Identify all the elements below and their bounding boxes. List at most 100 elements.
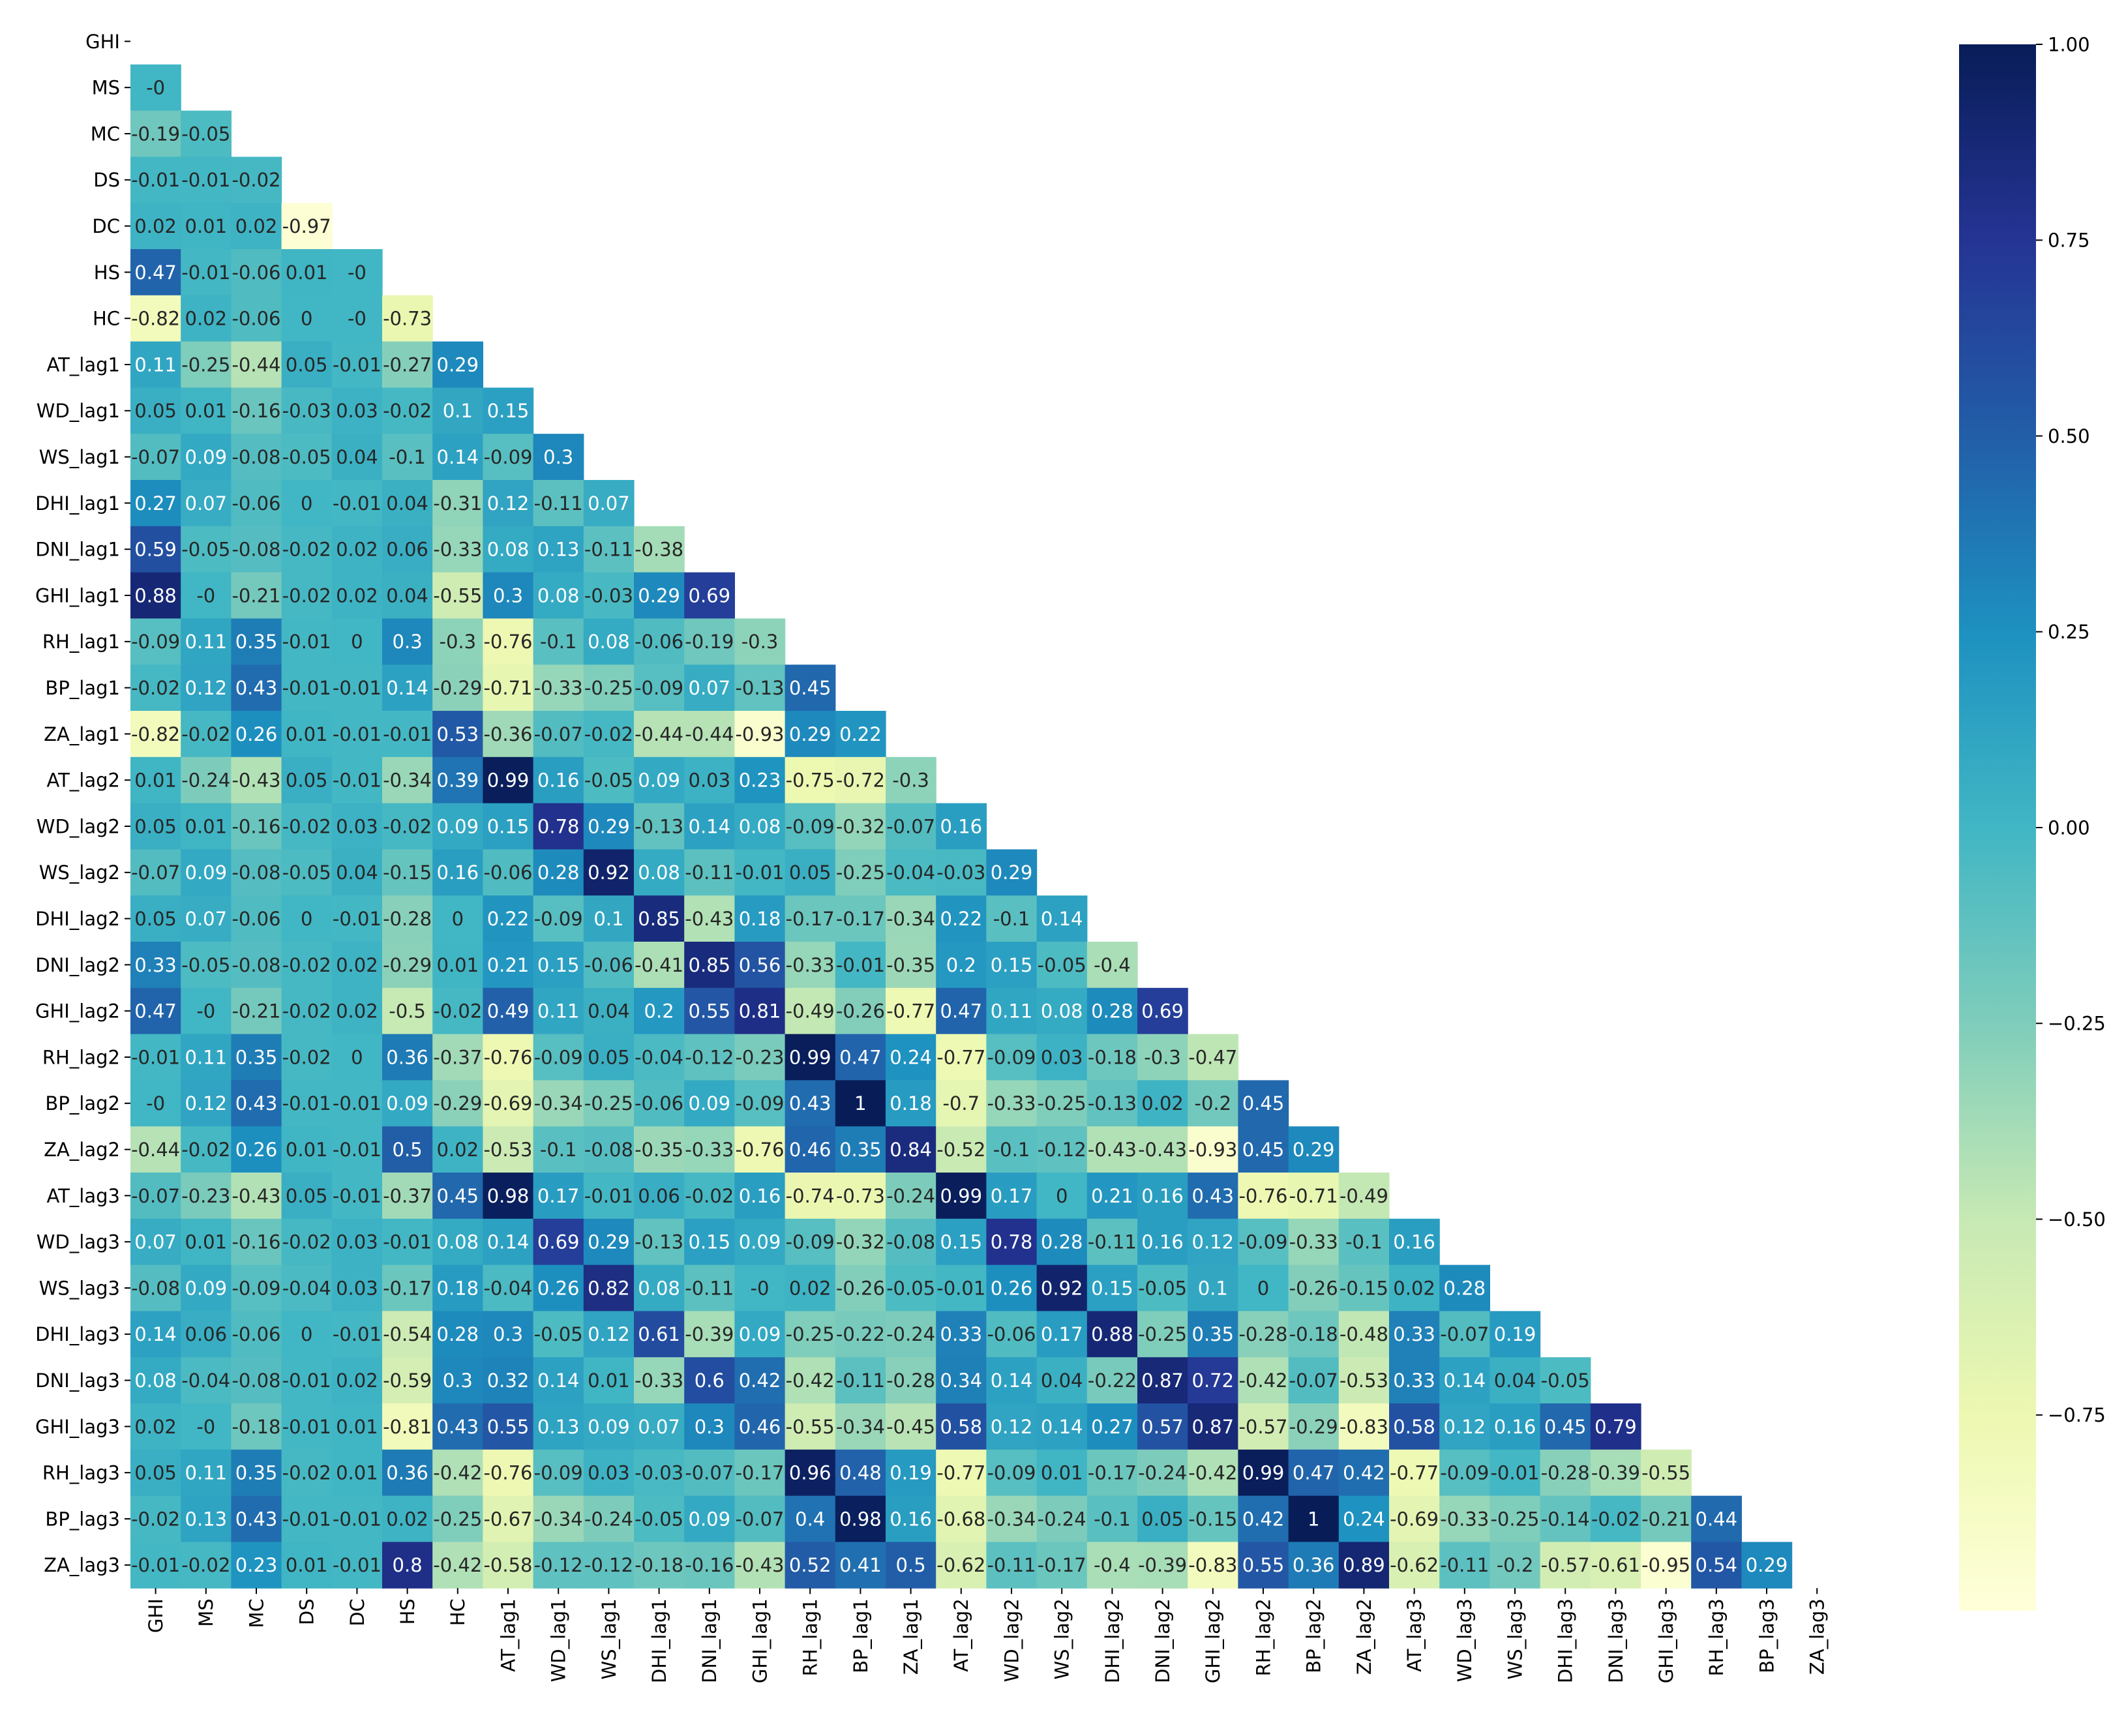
- heatmap-cell: [785, 1080, 836, 1127]
- cell-value-label: -0.05: [181, 123, 230, 145]
- heatmap-cell: [382, 803, 433, 850]
- heatmap-cell: [231, 711, 282, 758]
- heatmap-cell: [1238, 1449, 1289, 1497]
- heatmap-cell: [583, 1034, 635, 1081]
- cell-value-label: 0.14: [537, 1369, 580, 1392]
- heatmap-cell: [1238, 1495, 1289, 1542]
- cell-value-label: -0.83: [1340, 1416, 1388, 1438]
- heatmap-cell: [583, 572, 635, 619]
- cell-value-label: -0.42: [433, 1462, 482, 1484]
- cell-value-label: 0.96: [789, 1462, 831, 1484]
- heatmap-cell: [1188, 1311, 1238, 1358]
- cell-value-label: -0.62: [1390, 1554, 1439, 1576]
- cell-value-label: -0.25: [1038, 1092, 1086, 1115]
- heatmap-cell: [533, 480, 584, 527]
- cell-value-label: 0.02: [1393, 1277, 1435, 1299]
- cell-value-label: 0.3: [493, 584, 523, 606]
- heatmap-cell: [734, 618, 786, 665]
- heatmap-cell: [483, 987, 534, 1035]
- heatmap-cell: [181, 1357, 232, 1404]
- cell-value-label: -0.07: [735, 1508, 784, 1530]
- cell-value-label: 0.88: [1091, 1323, 1133, 1345]
- heatmap-cell: [734, 1542, 786, 1589]
- heatmap-cell: [331, 1495, 383, 1542]
- cell-value-label: 0.57: [1141, 1416, 1184, 1438]
- heatmap-cell: [1086, 1080, 1138, 1127]
- cell-value-label: 0.05: [588, 1046, 630, 1068]
- cell-value-label: 0.58: [1393, 1416, 1435, 1438]
- colorbar: 1.00 0.75 0.50 0.25 0.00 −0.25 −0.50 −0.75: [1959, 33, 2106, 1611]
- heatmap-cell: [684, 1034, 735, 1081]
- cell-value-label: 0.01: [185, 215, 228, 237]
- cell-value-label: -0.06: [232, 308, 280, 330]
- heatmap-cell: [483, 572, 534, 619]
- cell-value-label: -0.05: [181, 954, 230, 976]
- heatmap-cell: [281, 1449, 333, 1497]
- y-tick-label: DHI_lag2: [35, 908, 120, 930]
- cell-value-label: -0.42: [1188, 1462, 1237, 1484]
- cell-value-label: -0.02: [232, 169, 280, 191]
- heatmap-cell: [281, 756, 333, 804]
- cell-value-label: -0.17: [383, 1277, 432, 1299]
- heatmap-cell: [231, 1449, 282, 1497]
- cell-value-label: 0.15: [487, 400, 530, 422]
- heatmap-cell: [734, 1034, 786, 1081]
- heatmap-cell: [432, 1080, 483, 1127]
- cell-value-label: 0.45: [437, 1185, 479, 1207]
- cell-value-label: 0.15: [689, 1231, 731, 1253]
- cell-value-label: -0.18: [1088, 1046, 1137, 1068]
- heatmap-cell: [533, 1080, 584, 1127]
- heatmap-cell: [281, 341, 333, 388]
- cell-value-label: 0.12: [1192, 1231, 1235, 1253]
- heatmap-cell: [130, 803, 181, 850]
- heatmap-cell: [634, 1080, 685, 1127]
- cell-value-label: -0.06: [483, 861, 532, 884]
- cell-value-label: 0.09: [386, 1092, 428, 1115]
- cell-value-label: -0.17: [836, 908, 885, 930]
- heatmap-cell: [1188, 1080, 1238, 1127]
- cell-value-label: -0.76: [483, 1046, 532, 1068]
- cell-value-label: -0.25: [584, 677, 633, 699]
- heatmap-cell: [231, 849, 282, 896]
- cell-value-label: 0.04: [1041, 1369, 1083, 1392]
- cell-value-label: 0.01: [286, 1139, 328, 1161]
- cell-value-label: -0.06: [584, 954, 633, 976]
- heatmap-cell: [886, 1126, 936, 1173]
- heatmap-cell: [181, 803, 232, 850]
- cell-value-label: 0.48: [839, 1462, 882, 1484]
- heatmap-cell: [634, 1034, 685, 1081]
- heatmap-cell: [281, 1034, 333, 1081]
- colorbar-tick-label: −0.50: [2048, 1208, 2106, 1231]
- heatmap-cell: [181, 110, 232, 157]
- heatmap-cell: [1086, 942, 1138, 989]
- heatmap-cell: [130, 1542, 181, 1589]
- cell-value-label: 0.08: [1041, 1000, 1083, 1023]
- cell-value-label: -0.4: [1094, 954, 1131, 976]
- cell-value-label: 0.08: [638, 861, 680, 884]
- heatmap-cell: [281, 987, 333, 1035]
- cell-value-label: 0.11: [134, 353, 177, 376]
- heatmap-cell: [382, 1449, 433, 1497]
- y-tick-label: DNI_lag1: [35, 539, 120, 561]
- cell-value-label: 0.12: [185, 1092, 228, 1115]
- heatmap-cell: [734, 711, 786, 758]
- cell-value-label: -0.08: [232, 1369, 280, 1392]
- heatmap-cell: [785, 849, 836, 896]
- heatmap-cell: [1086, 987, 1138, 1035]
- cell-value-label: 0.04: [386, 492, 428, 515]
- heatmap-cell: [130, 1080, 181, 1127]
- cell-value-label: -0.34: [383, 770, 432, 792]
- heatmap-cell: [684, 1173, 735, 1220]
- y-tick-label: RH_lag1: [42, 631, 120, 653]
- cell-value-label: 0.92: [588, 861, 630, 884]
- heatmap-cell: [1036, 1080, 1088, 1127]
- heatmap-cell: [986, 1034, 1038, 1081]
- heatmap-cell: [382, 387, 433, 434]
- heatmap-cell: [231, 1265, 282, 1311]
- heatmap-cell: [432, 711, 483, 758]
- heatmap-cell: [583, 1173, 635, 1220]
- cell-value-label: 0.59: [134, 539, 177, 561]
- cell-value-label: 0: [301, 908, 312, 930]
- heatmap-cell: [583, 480, 635, 527]
- cell-value-label: 0: [351, 1046, 363, 1068]
